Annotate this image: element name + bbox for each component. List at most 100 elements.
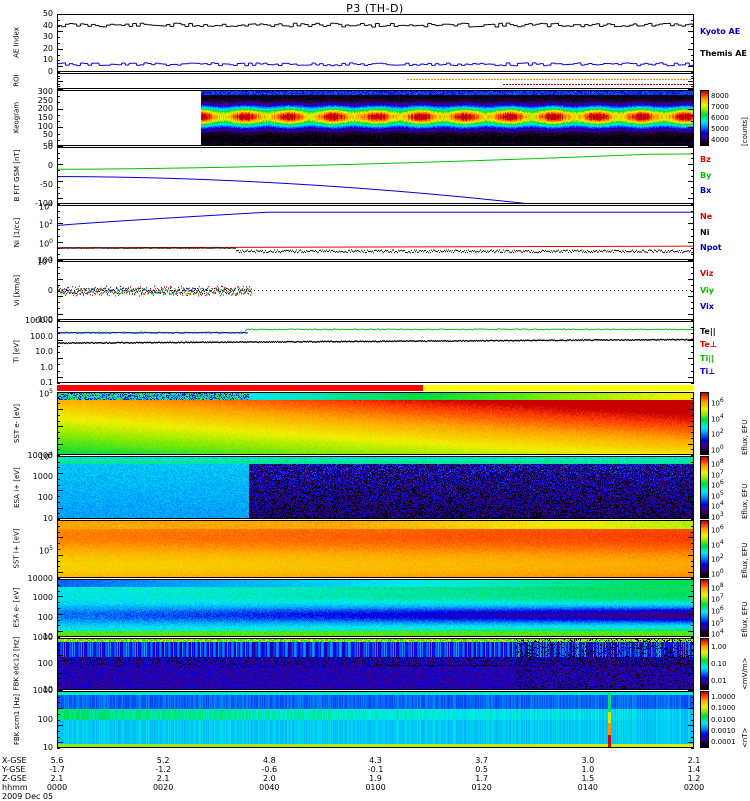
x-tick-hhmm-4: 0120 bbox=[471, 783, 492, 792]
x-tick-ygse-3: -0.1 bbox=[367, 765, 384, 774]
y-tick-ti-4: 0.1 bbox=[40, 378, 53, 387]
y-tick-bfit-3: -100 bbox=[34, 199, 53, 208]
tick-marks bbox=[688, 456, 694, 520]
x-axis-row-label-2009dec05: 2009 Dec 05 bbox=[2, 792, 54, 801]
colorbar-title-fbk-scm1: <nT> bbox=[741, 727, 749, 748]
colorbar-tick-esa-electron-4: 104 bbox=[711, 628, 724, 639]
tick-marks bbox=[57, 456, 63, 520]
panel-fbk-edc12 bbox=[57, 638, 694, 690]
colorbar-title-sst-ion: Eflux, EFU bbox=[741, 542, 749, 578]
x-tick-zgse-0: 2.1 bbox=[50, 774, 64, 783]
panel-vi bbox=[57, 261, 694, 320]
y-tick-keogram-5: 50 bbox=[42, 130, 53, 140]
y-tick-fbk-scm1-0: 1000 bbox=[32, 686, 53, 695]
colorbar-tick-fbk-edc12-1: 0.10 bbox=[711, 660, 727, 668]
colorbar-keogram bbox=[700, 90, 709, 146]
tick-marks bbox=[688, 90, 694, 147]
colorbar-title-esa-ion: Eflux, EFU bbox=[741, 483, 749, 519]
colorbar-tick-esa-ion-2: 106 bbox=[711, 479, 724, 490]
x-tick-xgse-3: 4.3 bbox=[369, 756, 382, 765]
x-tick-hhmm-3: 0100 bbox=[365, 783, 386, 792]
colorbar-title-keogram: [counts] bbox=[741, 117, 749, 146]
colorbar-title-sst-electron: Eflux, EFU bbox=[741, 419, 749, 455]
x-tick-zgse-3: 1.9 bbox=[369, 774, 382, 783]
colorbar-tick-esa-electron-2: 106 bbox=[711, 605, 724, 616]
colorbar-tick-sst-electron-3: 100 bbox=[711, 444, 724, 455]
tick-marks bbox=[57, 638, 63, 691]
tick-marks bbox=[57, 261, 63, 321]
y-tick-vi-2: -100 bbox=[34, 315, 53, 324]
y-tick-ae-index-5: 0 bbox=[47, 67, 53, 76]
x-tick-hhmm-5: 0140 bbox=[577, 783, 598, 792]
panel-sst-electron bbox=[57, 392, 694, 455]
y-tick-fbk-scm1-2: 10 bbox=[42, 743, 53, 752]
y-tick-fbk-edc12-2: 10 bbox=[42, 685, 53, 694]
colorbar-tick-esa-electron-1: 107 bbox=[711, 593, 724, 604]
x-axis-row-label-ygse: Y-GSE bbox=[2, 765, 26, 774]
roi-markers bbox=[58, 74, 693, 88]
temperature-traces bbox=[58, 322, 693, 382]
y-tick-bfit-0: 50 bbox=[42, 142, 53, 151]
y-tick-esa-electron-2: 100 bbox=[37, 612, 53, 622]
x-tick-xgse-0: 5.6 bbox=[50, 756, 64, 765]
tick-marks bbox=[688, 691, 694, 749]
density-traces bbox=[58, 206, 693, 259]
y-tick-keogram-1: 250 bbox=[37, 95, 53, 105]
fbk-scm1-spectrogram bbox=[58, 692, 693, 747]
panel-ni bbox=[57, 205, 694, 260]
y-tick-esa-ion-3: 10 bbox=[42, 514, 53, 523]
colorbar-tick-fbk-edc12-2: 0.01 bbox=[711, 677, 727, 686]
tick-marks bbox=[57, 14, 63, 73]
series-label-ti: Ti⊥ bbox=[700, 367, 716, 377]
x-tick-xgse-4: 3.7 bbox=[475, 756, 489, 765]
x-tick-xgse-2: 4.8 bbox=[262, 756, 276, 765]
panel-esa-electron bbox=[57, 579, 694, 637]
tick-marks bbox=[688, 205, 694, 261]
y-tick-esa-electron-3: 10 bbox=[42, 632, 53, 641]
x-tick-zgse-2: 2.0 bbox=[262, 774, 276, 783]
tick-marks bbox=[688, 147, 694, 205]
series-label-bx: Bx bbox=[700, 186, 712, 196]
tick-marks bbox=[57, 691, 63, 749]
series-label-by: By bbox=[700, 170, 712, 180]
colorbar-tick-sst-ion-2: 102 bbox=[711, 553, 724, 564]
y-tick-vi-0: 100 bbox=[37, 256, 53, 265]
x-tick-hhmm-1: 0020 bbox=[152, 783, 174, 792]
panel-bfit bbox=[57, 147, 694, 204]
y-tick-fbk-edc12-0: 1000 bbox=[32, 633, 53, 642]
tick-marks bbox=[57, 321, 63, 384]
y-tick-ti-2: 10.0 bbox=[35, 347, 53, 356]
y-tick-esa-electron-1: 1000 bbox=[32, 593, 53, 603]
series-label-ti: Ti|| bbox=[700, 353, 715, 363]
y-tick-ni-1: 102 bbox=[38, 219, 53, 230]
colorbar-tick-esa-ion-5: 103 bbox=[711, 510, 724, 522]
y-tick-keogram-2: 200 bbox=[37, 104, 53, 114]
tick-marks bbox=[57, 90, 63, 147]
y-tick-fbk-scm1-1: 100 bbox=[37, 714, 53, 724]
x-tick-zgse-5: 1.5 bbox=[581, 774, 595, 783]
colorbar-sst-ion bbox=[700, 520, 709, 578]
colorbar-tick-esa-ion-0: 108 bbox=[711, 458, 724, 469]
colorbar-esa-electron bbox=[700, 579, 709, 637]
x-tick-hhmm-0: 0000 bbox=[46, 783, 68, 792]
series-label-viy: Viy bbox=[700, 285, 715, 295]
colorbar-title-esa-electron: Eflux, EFU bbox=[741, 601, 749, 637]
tick-marks bbox=[57, 520, 63, 579]
y-tick-fbk-edc12-1: 100 bbox=[37, 659, 53, 668]
tick-marks bbox=[57, 579, 63, 638]
ae-index-traces bbox=[58, 15, 693, 71]
mode-bar bbox=[57, 385, 694, 391]
series-label-ni: Ni bbox=[700, 227, 710, 237]
colorbar-tick-keogram-1: 7000 bbox=[711, 102, 729, 111]
y-tick-keogram-6: 0 bbox=[47, 139, 53, 148]
colorbar-tick-fbk-scm1-0: 1.0000 bbox=[711, 692, 736, 701]
colorbar-tick-esa-electron-0: 108 bbox=[711, 581, 724, 593]
series-label-bz: Bz bbox=[700, 154, 711, 164]
colorbar-esa-ion bbox=[700, 456, 709, 519]
colorbar-tick-sst-ion-3: 100 bbox=[711, 567, 724, 579]
tick-marks bbox=[688, 638, 694, 691]
panel-sst-ion bbox=[57, 520, 694, 578]
colorbar-tick-keogram-2: 6000 bbox=[711, 114, 729, 122]
esa-electron-spectrogram bbox=[58, 580, 693, 636]
series-label-ne: Ne bbox=[700, 212, 713, 222]
